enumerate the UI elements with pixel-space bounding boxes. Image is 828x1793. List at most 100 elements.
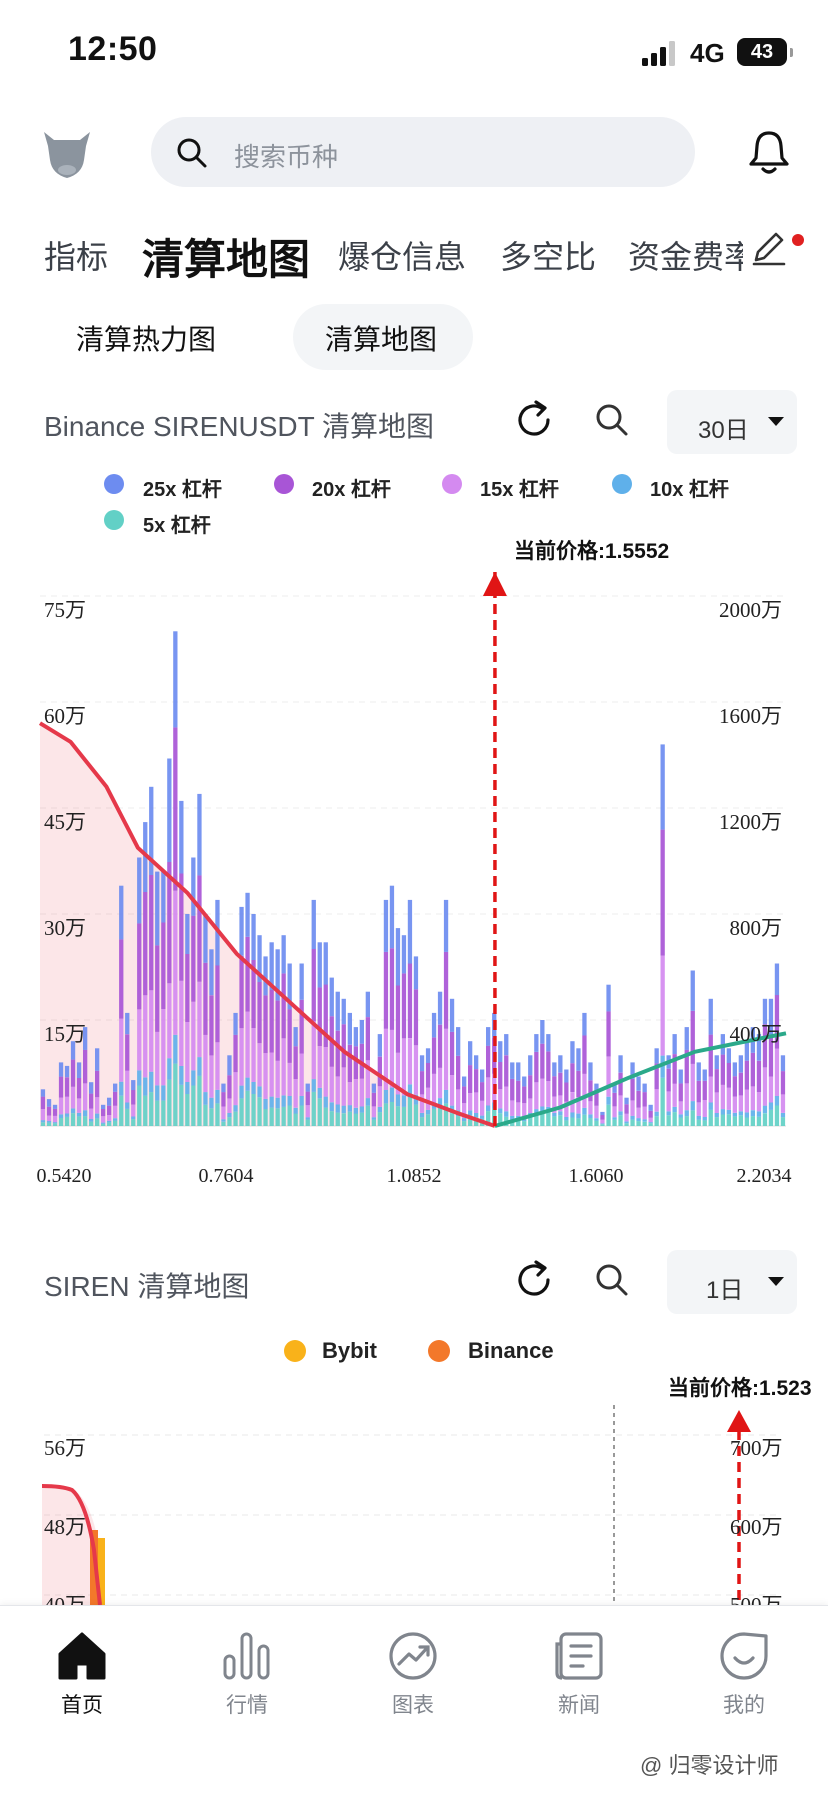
liquidation-bar[interactable]: [341, 1105, 346, 1114]
liquidation-bar[interactable]: [756, 1116, 762, 1126]
legend-15x[interactable]: 15x 杠杆: [480, 479, 559, 501]
liquidation-bar[interactable]: [672, 1034, 677, 1054]
liquidation-bar[interactable]: [449, 1113, 455, 1126]
liquidation-bar[interactable]: [546, 1080, 551, 1107]
liquidation-bar[interactable]: [552, 1116, 557, 1126]
liquidation-bar[interactable]: [774, 963, 780, 996]
liquidation-bar[interactable]: [407, 1038, 413, 1085]
search-bar[interactable]: [151, 117, 695, 187]
liquidation-bar[interactable]: [714, 1113, 719, 1118]
liquidation-bar[interactable]: [648, 1104, 653, 1111]
liquidation-bar[interactable]: [245, 1090, 250, 1126]
liquidation-bar[interactable]: [654, 1063, 659, 1090]
liquidation-bar[interactable]: [329, 1066, 334, 1103]
subtab-liquidation-map[interactable]: 清算地图: [325, 324, 438, 355]
liquidation-bar[interactable]: [305, 1119, 310, 1126]
liquidation-bar[interactable]: [750, 1116, 755, 1126]
liquidation-bar[interactable]: [365, 1098, 370, 1106]
chart2-plot[interactable]: 56万 48万 40万 700万 600万 500万: [0, 1400, 828, 1605]
liquidation-bar[interactable]: [185, 1094, 190, 1126]
liquidation-bar[interactable]: [64, 1077, 70, 1097]
liquidation-bar[interactable]: [540, 1043, 545, 1079]
liquidation-bar[interactable]: [203, 914, 208, 963]
liquidation-bar[interactable]: [630, 1078, 635, 1101]
liquidation-bar[interactable]: [251, 914, 256, 960]
liquidation-bar[interactable]: [708, 1076, 713, 1103]
liquidation-bar[interactable]: [443, 899, 449, 952]
liquidation-bar[interactable]: [107, 1120, 112, 1123]
liquidation-bar[interactable]: [185, 954, 190, 1022]
liquidation-bar[interactable]: [359, 1078, 364, 1107]
liquidation-bar[interactable]: [221, 1121, 226, 1126]
liquidation-bar[interactable]: [263, 1053, 268, 1099]
liquidation-bar[interactable]: [762, 1067, 768, 1106]
liquidation-bar[interactable]: [119, 885, 124, 940]
liquidation-bar[interactable]: [167, 758, 172, 863]
liquidation-bar[interactable]: [293, 1113, 298, 1127]
liquidation-bar[interactable]: [425, 1114, 431, 1126]
liquidation-bar[interactable]: [534, 1082, 539, 1110]
liquidation-bar[interactable]: [125, 1012, 130, 1035]
liquidation-bar[interactable]: [552, 1062, 557, 1077]
liquidation-bar[interactable]: [335, 991, 340, 1031]
liquidation-bar[interactable]: [76, 1098, 82, 1113]
nav-profile[interactable]: 我的: [674, 1628, 814, 1719]
liquidation-bar[interactable]: [510, 1115, 515, 1120]
liquidation-bar[interactable]: [654, 1089, 659, 1112]
liquidation-bar[interactable]: [52, 1108, 58, 1116]
liquidation-bar[interactable]: [233, 1111, 238, 1126]
liquidation-bar[interactable]: [101, 1123, 106, 1126]
legend-binance[interactable]: Binance: [468, 1338, 554, 1363]
liquidation-bar[interactable]: [179, 1085, 184, 1126]
liquidation-bar[interactable]: [137, 1009, 142, 1071]
liquidation-bar[interactable]: [672, 1083, 677, 1107]
liquidation-bar[interactable]: [323, 984, 328, 1048]
liquidation-bar[interactable]: [245, 892, 250, 937]
liquidation-bar[interactable]: [101, 1104, 106, 1109]
liquidation-bar[interactable]: [437, 991, 443, 1025]
liquidation-bar[interactable]: [462, 1118, 467, 1122]
liquidation-bar[interactable]: [648, 1110, 653, 1118]
liquidation-bar[interactable]: [197, 1057, 202, 1076]
liquidation-bar[interactable]: [588, 1118, 593, 1126]
liquidation-bar[interactable]: [347, 1105, 352, 1112]
liquidation-bar[interactable]: [113, 1105, 118, 1119]
liquidation-bar[interactable]: [618, 1055, 623, 1073]
liquidation-bar[interactable]: [131, 1104, 136, 1117]
liquidation-bar[interactable]: [630, 1062, 635, 1079]
liquidation-bar[interactable]: [726, 1048, 731, 1063]
liquidation-bar[interactable]: [630, 1100, 635, 1116]
liquidation-bar[interactable]: [642, 1121, 647, 1126]
liquidation-bar[interactable]: [233, 1105, 238, 1112]
liquidation-bar[interactable]: [101, 1122, 106, 1124]
liquidation-bar[interactable]: [155, 871, 160, 946]
liquidation-bar[interactable]: [756, 1034, 762, 1061]
liquidation-bar[interactable]: [275, 1060, 280, 1098]
liquidation-bar[interactable]: [83, 1049, 88, 1084]
liquidation-bar[interactable]: [95, 1113, 100, 1119]
liquidation-bar[interactable]: [636, 1090, 641, 1108]
liquidation-bar[interactable]: [708, 1034, 713, 1077]
liquidation-bar[interactable]: [215, 1089, 220, 1104]
liquidation-bar[interactable]: [58, 1118, 64, 1126]
liquidation-bar[interactable]: [558, 1115, 563, 1126]
liquidation-bar[interactable]: [46, 1106, 52, 1116]
liquidation-bar[interactable]: [179, 873, 184, 981]
liquidation-bar[interactable]: [119, 939, 124, 1019]
liquidation-bar[interactable]: [40, 1120, 46, 1123]
liquidation-bar[interactable]: [137, 857, 142, 924]
liquidation-bar[interactable]: [377, 1056, 382, 1087]
liquidation-bar[interactable]: [624, 1121, 629, 1124]
liquidation-bar[interactable]: [203, 1092, 208, 1105]
liquidation-bar[interactable]: [155, 1100, 160, 1126]
liquidation-bar[interactable]: [774, 1096, 780, 1106]
liquidation-bar[interactable]: [431, 1012, 437, 1038]
liquidation-bar[interactable]: [203, 1104, 208, 1126]
liquidation-bar[interactable]: [161, 922, 166, 1010]
liquidation-bar[interactable]: [143, 1077, 148, 1096]
liquidation-bar[interactable]: [125, 1102, 130, 1109]
liquidation-bar[interactable]: [419, 1094, 425, 1113]
liquidation-bar[interactable]: [149, 786, 154, 875]
liquidation-bar[interactable]: [558, 1095, 563, 1112]
liquidation-bar[interactable]: [58, 1062, 64, 1077]
